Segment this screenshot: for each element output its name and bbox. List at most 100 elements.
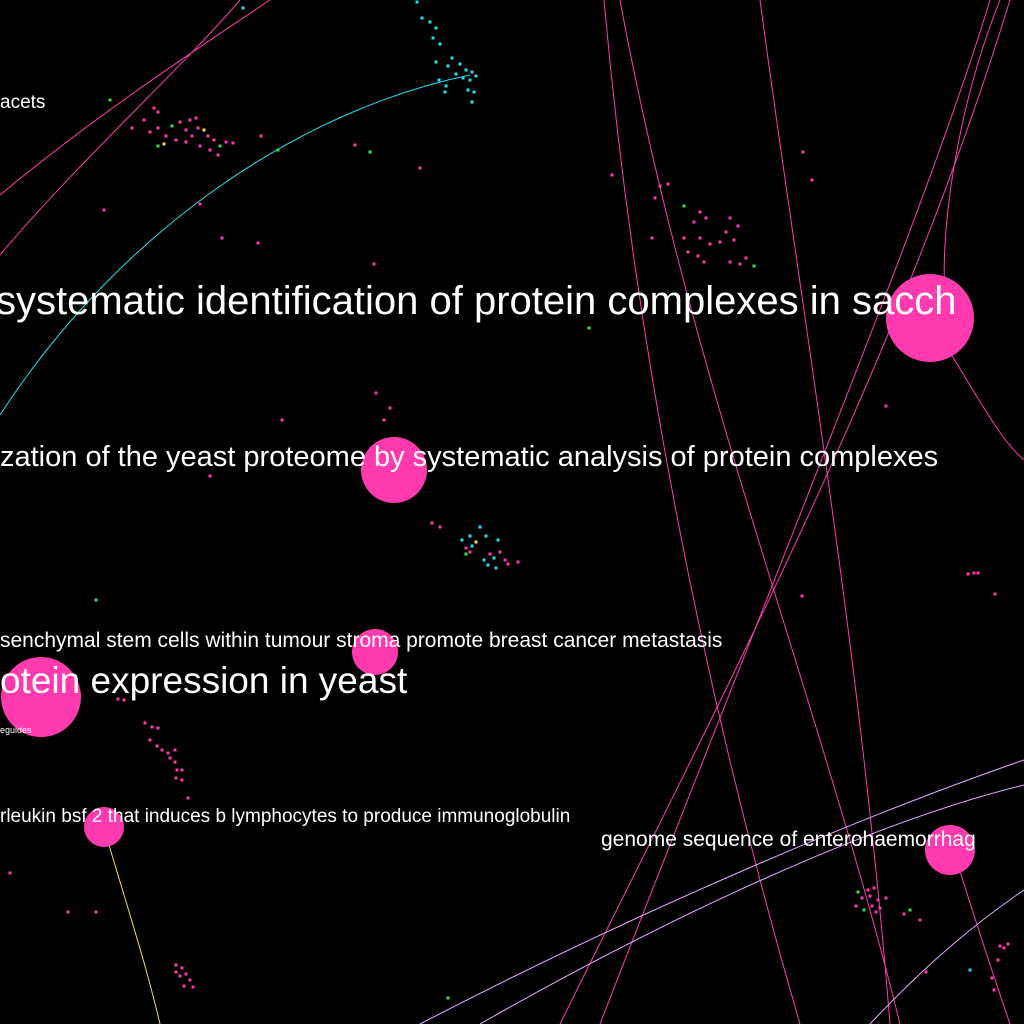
graph-node-dot[interactable] <box>724 230 728 234</box>
graph-node-large[interactable] <box>352 629 398 675</box>
graph-node-dot[interactable] <box>148 738 152 742</box>
graph-node-dot[interactable] <box>94 910 98 914</box>
graph-node-dot[interactable] <box>434 26 438 30</box>
graph-node-dot[interactable] <box>653 196 657 200</box>
graph-node-dot[interactable] <box>446 996 450 1000</box>
graph-node-dot[interactable] <box>224 140 228 144</box>
graph-node-dot[interactable] <box>872 886 876 890</box>
graph-node-dot[interactable] <box>470 70 474 74</box>
graph-node-dot[interactable] <box>231 141 235 145</box>
graph-node-dot[interactable] <box>972 571 976 575</box>
graph-node-dot[interactable] <box>372 262 376 266</box>
graph-node-dot[interactable] <box>968 968 972 972</box>
graph-node-large[interactable] <box>1 657 81 737</box>
graph-node-dot[interactable] <box>610 173 614 177</box>
graph-node-dot[interactable] <box>155 744 159 748</box>
graph-node-dot[interactable] <box>444 84 448 88</box>
graph-node-dot[interactable] <box>966 572 970 576</box>
graph-node-dot[interactable] <box>682 236 686 240</box>
graph-node-dot[interactable] <box>156 144 160 148</box>
graph-node-dot[interactable] <box>924 970 928 974</box>
graph-node-dot[interactable] <box>156 126 160 130</box>
graph-node-dot[interactable] <box>801 150 805 154</box>
graph-node-dot[interactable] <box>996 958 1000 962</box>
graph-node-dot[interactable] <box>184 140 188 144</box>
graph-node-dot[interactable] <box>66 910 70 914</box>
graph-node-dot[interactable] <box>698 210 702 214</box>
graph-node-dot[interactable] <box>431 36 435 40</box>
graph-node-dot[interactable] <box>732 238 736 242</box>
graph-node-dot[interactable] <box>8 871 12 875</box>
graph-node-dot[interactable] <box>196 126 200 130</box>
graph-node-dot[interactable] <box>174 776 178 780</box>
graph-node-dot[interactable] <box>686 250 690 254</box>
graph-node-dot[interactable] <box>374 391 378 395</box>
graph-node-dot[interactable] <box>474 74 478 78</box>
graph-node-dot[interactable] <box>164 134 168 138</box>
graph-node-dot[interactable] <box>494 566 498 570</box>
graph-node-dot[interactable] <box>976 571 980 575</box>
graph-node-dot[interactable] <box>122 698 126 702</box>
graph-node-dot[interactable] <box>998 944 1002 948</box>
graph-node-dot[interactable] <box>388 406 392 410</box>
graph-node-dot[interactable] <box>876 898 880 902</box>
graph-node-dot[interactable] <box>728 216 732 220</box>
graph-node-dot[interactable] <box>682 204 686 208</box>
graph-node-dot[interactable] <box>241 6 245 10</box>
graph-node-dot[interactable] <box>94 598 98 602</box>
graph-node-dot[interactable] <box>464 552 468 556</box>
graph-node-dot[interactable] <box>156 726 160 730</box>
graph-node-dot[interactable] <box>993 592 997 596</box>
graph-node-dot[interactable] <box>503 558 507 562</box>
graph-node-dot[interactable] <box>256 241 260 245</box>
graph-node-large[interactable] <box>361 437 427 503</box>
graph-node-dot[interactable] <box>180 778 184 782</box>
graph-node-dot[interactable] <box>438 525 442 529</box>
graph-node-dot[interactable] <box>1006 942 1010 946</box>
graph-node-dot[interactable] <box>736 224 740 228</box>
graph-node-dot[interactable] <box>472 90 476 94</box>
graph-node-dot[interactable] <box>492 556 496 560</box>
graph-node-dot[interactable] <box>142 118 146 122</box>
graph-node-dot[interactable] <box>902 912 906 916</box>
graph-node-dot[interactable] <box>450 56 454 60</box>
graph-node-dot[interactable] <box>148 130 152 134</box>
graph-node-large[interactable] <box>886 274 974 362</box>
graph-node-dot[interactable] <box>208 148 212 152</box>
graph-node-dot[interactable] <box>206 134 210 138</box>
graph-node-dot[interactable] <box>478 525 482 529</box>
graph-node-dot[interactable] <box>884 896 888 900</box>
graph-node-dot[interactable] <box>130 126 134 130</box>
graph-node-dot[interactable] <box>650 236 654 240</box>
graph-node-dot[interactable] <box>150 725 154 729</box>
graph-node-dot[interactable] <box>488 552 492 556</box>
graph-node-dot[interactable] <box>166 751 170 755</box>
graph-node-dot[interactable] <box>178 974 182 978</box>
graph-node-dot[interactable] <box>464 68 468 72</box>
graph-node-dot[interactable] <box>198 202 202 206</box>
graph-node-dot[interactable] <box>860 896 864 900</box>
graph-node-dot[interactable] <box>437 78 441 82</box>
graph-node-dot[interactable] <box>259 134 263 138</box>
graph-node-dot[interactable] <box>434 60 438 64</box>
graph-node-dot[interactable] <box>174 963 178 967</box>
graph-node-dot[interactable] <box>856 890 860 894</box>
graph-node-dot[interactable] <box>474 540 478 544</box>
graph-node-dot[interactable] <box>108 98 112 102</box>
graph-node-dot[interactable] <box>175 768 179 772</box>
graph-node-dot[interactable] <box>174 138 178 142</box>
graph-node-dot[interactable] <box>430 521 434 525</box>
graph-node-dot[interactable] <box>212 138 216 142</box>
graph-node-dot[interactable] <box>496 538 500 542</box>
graph-node-dot[interactable] <box>486 563 490 567</box>
graph-node-dot[interactable] <box>160 748 164 752</box>
graph-node-dot[interactable] <box>216 153 220 157</box>
graph-node-dot[interactable] <box>418 166 422 170</box>
graph-node-dot[interactable] <box>468 534 472 538</box>
graph-node-dot[interactable] <box>190 134 194 138</box>
graph-node-dot[interactable] <box>990 976 994 980</box>
graph-node-large[interactable] <box>84 807 124 847</box>
graph-node-dot[interactable] <box>184 972 188 976</box>
graph-node-dot[interactable] <box>874 910 878 914</box>
graph-node-dot[interactable] <box>506 562 510 566</box>
